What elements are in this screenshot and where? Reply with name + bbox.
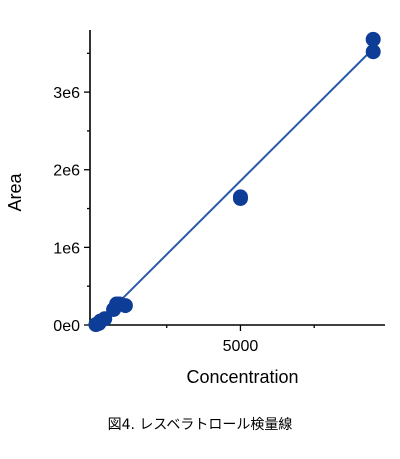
data-points (88, 31, 381, 333)
axis-labels: 0e0 1e6 2e6 3e6 5000 Concentration Area (5, 85, 299, 387)
x-tick-label: 5000 (223, 338, 259, 355)
y-tick-label: 0e0 (53, 318, 80, 335)
x-axis-title: Concentration (186, 367, 298, 387)
data-point (97, 311, 113, 327)
axes (89, 30, 385, 326)
data-point (117, 298, 133, 314)
y-axis-title: Area (5, 173, 25, 212)
data-point (365, 31, 381, 47)
y-tick-label: 1e6 (53, 240, 80, 257)
calibration-chart: 0e0 1e6 2e6 3e6 5000 Concentration Area (5, 30, 385, 387)
data-point (232, 189, 248, 205)
fit-line-group (95, 47, 374, 326)
data-point (365, 44, 381, 60)
y-tick-label: 3e6 (53, 85, 80, 102)
fit-line (95, 47, 374, 326)
ticks (84, 52, 315, 331)
figure-caption: 図4. レスベラトロール検量線 (107, 417, 293, 433)
y-tick-label: 2e6 (53, 163, 80, 180)
